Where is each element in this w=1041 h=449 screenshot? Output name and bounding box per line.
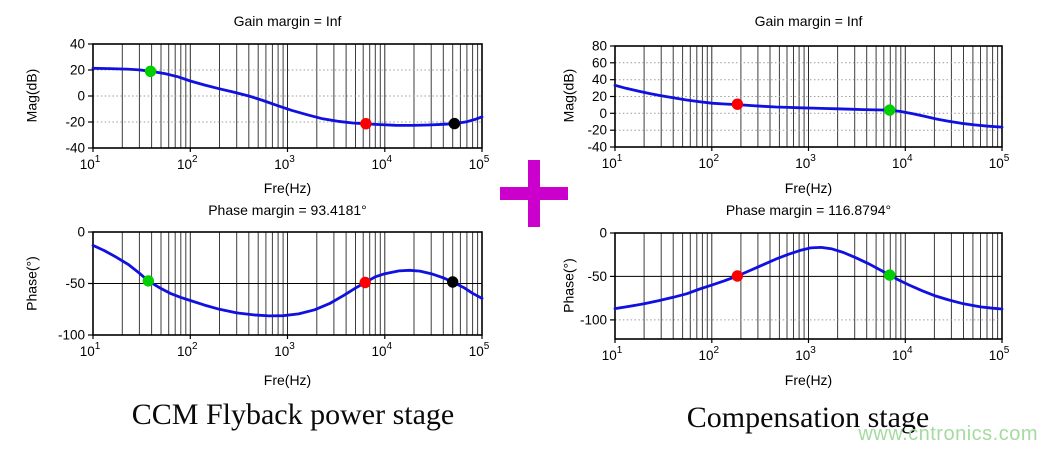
caption-compensation-stage: Compensation stage [686, 401, 930, 434]
plus-vertical-bar [528, 160, 540, 227]
marker-green-dot [144, 65, 157, 78]
marker-green-dot [884, 269, 896, 281]
marker-green-dot [884, 104, 896, 116]
plot-title-comp-phase: Phase margin = 116.8794° [725, 202, 892, 218]
y-tick-label: 20 [592, 89, 607, 104]
marker-red-dot [731, 98, 744, 110]
y-tick-label: -100 [58, 328, 85, 343]
x-tick-label: 101 [602, 345, 623, 363]
compensation-phase: 0 -50 -100 101 102 103 104 105 [580, 226, 1010, 364]
plot-title-comp-magnitude: Gain margin = Inf [754, 13, 863, 29]
x-tick-label: 102 [177, 341, 198, 359]
y-tick-label: -50 [587, 269, 607, 284]
y-tick-label: -20 [65, 115, 85, 130]
y-tick-label: 80 [592, 39, 607, 54]
xlabel-comp-phase: Fre(Hz) [784, 372, 833, 388]
x-tick-label: 105 [989, 345, 1010, 363]
ylabel-comp-magnitude: Mag(dB) [560, 68, 577, 123]
x-tick-label: 101 [80, 154, 101, 172]
xlabel-comp-magnitude: Fre(Hz) [784, 180, 833, 196]
y-tick-label: 40 [592, 72, 607, 87]
y-tick-label: -50 [65, 276, 85, 291]
x-tick-label: 102 [699, 153, 720, 171]
ylabel-comp-phase: Phase(°) [560, 258, 577, 313]
x-tick-label: 104 [892, 345, 913, 363]
x-tick-label: 104 [892, 153, 913, 171]
y-tick-label: -100 [580, 312, 607, 327]
x-tick-label: 102 [699, 345, 720, 363]
xlabel-power-magnitude: Fre(Hz) [263, 180, 312, 196]
x-tick-label: 103 [795, 345, 816, 363]
bode-curve-magnitude [91, 66, 484, 127]
ylabel-power-magnitude: Mag(dB) [23, 68, 40, 123]
x-tick-label: 105 [469, 341, 490, 359]
marker-green-dot [142, 275, 154, 287]
x-tick-label: 105 [989, 153, 1010, 171]
marker-red-dot [360, 118, 372, 130]
x-tick-label: 103 [795, 153, 816, 171]
x-tick-label: 104 [372, 341, 393, 359]
bode-curve-phase [613, 245, 1004, 311]
ylabel-power-phase: Phase(°) [23, 256, 40, 311]
xlabel-power-phase: Fre(Hz) [263, 372, 312, 388]
y-tick-label: 40 [70, 37, 85, 52]
caption-power-stage: CCM Flyback power stage [131, 398, 455, 431]
y-tick-label: -20 [587, 123, 607, 138]
x-tick-label: 103 [274, 341, 295, 359]
marker-black-dot [447, 276, 459, 288]
y-tick-label: 0 [77, 89, 85, 104]
plot-title-power-magnitude: Gain margin = Inf [233, 13, 342, 29]
y-tick-label: -40 [65, 141, 85, 156]
plus-icon [500, 160, 568, 227]
x-tick-label: 101 [80, 341, 101, 359]
x-tick-label: 103 [274, 154, 295, 172]
y-tick-label: -40 [587, 140, 607, 155]
y-tick-label: 0 [599, 226, 607, 241]
watermark-text: www.cntronics.com [858, 423, 1038, 445]
plot-title-power-phase: Phase margin = 93.4181° [208, 202, 367, 218]
bode-curve-magnitude [613, 83, 1004, 129]
x-tick-label: 102 [177, 154, 198, 172]
y-tick-label: 0 [599, 106, 607, 121]
x-tick-label: 105 [469, 154, 490, 172]
x-tick-label: 101 [602, 153, 623, 171]
y-tick-label: 60 [592, 55, 607, 70]
marker-black-dot [448, 117, 461, 130]
y-tick-label: 0 [77, 225, 85, 240]
x-tick-label: 104 [372, 154, 393, 172]
marker-red-dot [359, 276, 371, 289]
marker-red-dot [731, 270, 744, 282]
y-tick-label: 20 [70, 63, 85, 78]
